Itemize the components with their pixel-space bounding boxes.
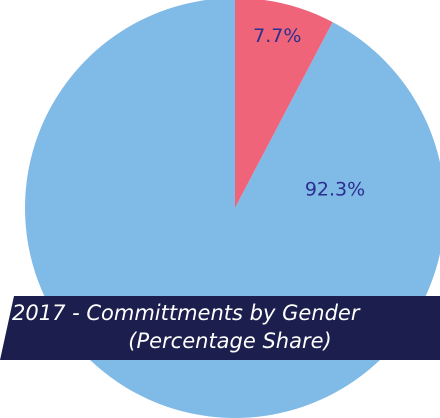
value-label: 7.7% [253, 25, 301, 47]
title-box [0, 296, 440, 360]
chart-subtitle: (Percentage Share) [128, 329, 331, 353]
value-labels: 7.7% 92.3% [253, 25, 365, 200]
pie-slice [235, 0, 333, 208]
chart-title: 2017 - Committments by Gender [12, 301, 361, 325]
value-label: 92.3% [305, 179, 365, 201]
